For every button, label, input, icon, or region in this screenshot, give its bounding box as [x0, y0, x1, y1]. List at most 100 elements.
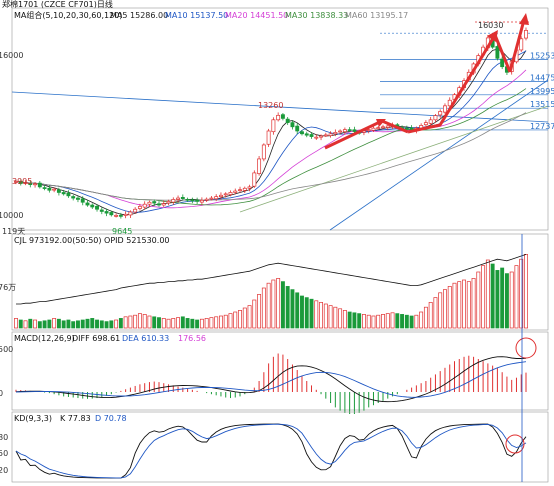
volume-bar: [428, 302, 433, 329]
volume-bar: [61, 320, 66, 329]
volume-bar: [42, 320, 47, 329]
ma20-value: MA20 14451.50: [225, 11, 288, 20]
macd-panel: MACD(12,26,9) DIFF 698.61 DEA 610.33 176…: [0, 331, 549, 414]
candle-body: [171, 199, 176, 203]
candle-body: [352, 129, 357, 132]
candle-body: [257, 158, 262, 174]
volume-bar: [457, 281, 462, 329]
macd-diff-value: DIFF 698.61: [72, 334, 120, 343]
candle-body: [14, 180, 18, 183]
volume-bar: [261, 287, 266, 329]
candle-body: [76, 197, 80, 200]
candle-body: [80, 198, 85, 203]
support-trend-line-1: [329, 79, 549, 231]
volume-bar: [447, 286, 452, 329]
candle-body: [95, 205, 99, 210]
ma30-value: MA30 13838.33: [285, 11, 348, 20]
candle-body: [190, 199, 195, 202]
volume-bar: [157, 317, 161, 329]
volume-bar: [381, 314, 385, 329]
candle-body: [157, 203, 161, 206]
volume-bar: [118, 318, 123, 329]
candle-body: [85, 202, 90, 206]
candle-body: [37, 182, 42, 188]
candle-body: [252, 172, 257, 187]
candle-body: [347, 129, 352, 131]
volume-bar: [190, 318, 195, 329]
macd-highlight-circle: [515, 337, 537, 359]
support-trend-line-2: [239, 105, 549, 213]
candle-body: [180, 197, 185, 199]
candle-body: [495, 46, 500, 59]
volume-bar: [123, 316, 128, 329]
candle-body: [404, 127, 409, 130]
volume-bar: [242, 307, 247, 329]
volume-bar: [476, 271, 481, 329]
volume-bar: [185, 318, 190, 329]
ma5-value: MA5 15286.00: [110, 11, 168, 20]
volume-bar: [342, 310, 347, 329]
volume-bar: [71, 321, 76, 329]
candle-body: [99, 209, 104, 212]
candle-body: [433, 115, 438, 121]
volume-bar: [366, 314, 371, 329]
volume-bar: [419, 311, 424, 329]
candle-body: [128, 211, 133, 216]
volume-bar: [204, 318, 209, 329]
volume-bar: [319, 302, 323, 329]
candle-body: [276, 114, 281, 121]
candle-body: [519, 38, 524, 51]
volume-bar: [180, 316, 185, 329]
kd-tick-80: 80: [0, 433, 8, 442]
candle-body: [176, 197, 181, 200]
candle-body: [423, 122, 428, 126]
ma60-value: MA60 13195.17: [345, 11, 408, 20]
macd-tick-0: 0: [0, 389, 3, 398]
volume-bar: [371, 315, 376, 329]
macd-histogram: [15, 353, 527, 414]
volume-bar: [137, 313, 142, 329]
volume-bar: [452, 282, 457, 329]
candle-body: [342, 129, 347, 133]
macd-panel-frame: [11, 331, 549, 411]
volume-bar: [99, 320, 104, 329]
candle-body: [271, 119, 276, 133]
volume-bar: [443, 289, 447, 329]
candle-body: [238, 189, 242, 192]
ma20-line: [15, 69, 527, 209]
volume-bar: [76, 320, 80, 329]
volume-bar: [328, 305, 333, 329]
candle-body: [204, 198, 209, 201]
arrow-rebound: [508, 19, 526, 73]
volume-bar: [219, 315, 223, 329]
candle-body: [118, 215, 123, 217]
volume-bar: [338, 308, 343, 329]
volume-bar: [438, 292, 443, 329]
volume-bar: [114, 319, 119, 329]
volume-bar: [109, 320, 114, 329]
candle-body: [61, 192, 66, 195]
volume-bar: [223, 314, 228, 329]
volume-bar: [33, 319, 38, 329]
long-trend-line: [11, 91, 549, 123]
volume-bar: [376, 314, 381, 329]
volume-bar: [233, 311, 238, 329]
candle-body: [195, 199, 200, 202]
volume-bar: [199, 318, 204, 329]
kd-d-line: [15, 423, 527, 479]
volume-bar: [504, 273, 509, 329]
candle-body: [280, 114, 285, 119]
price-panel-frame: [11, 7, 549, 231]
candle-body: [104, 211, 109, 214]
candle-body: [23, 182, 28, 185]
candle-body: [381, 126, 385, 129]
volume-bar: [85, 318, 90, 329]
volume-bar: [47, 319, 52, 329]
volume-bar: [228, 313, 233, 329]
volume-bar: [323, 303, 328, 329]
kd-panel: KD(9,3,3) K 77.83 D 70.78 80 50 20: [0, 411, 549, 483]
arrow-dip: [493, 34, 512, 73]
volume-bar: [495, 270, 500, 329]
arrow-rally-1: [324, 119, 383, 150]
candle-body: [438, 111, 443, 116]
